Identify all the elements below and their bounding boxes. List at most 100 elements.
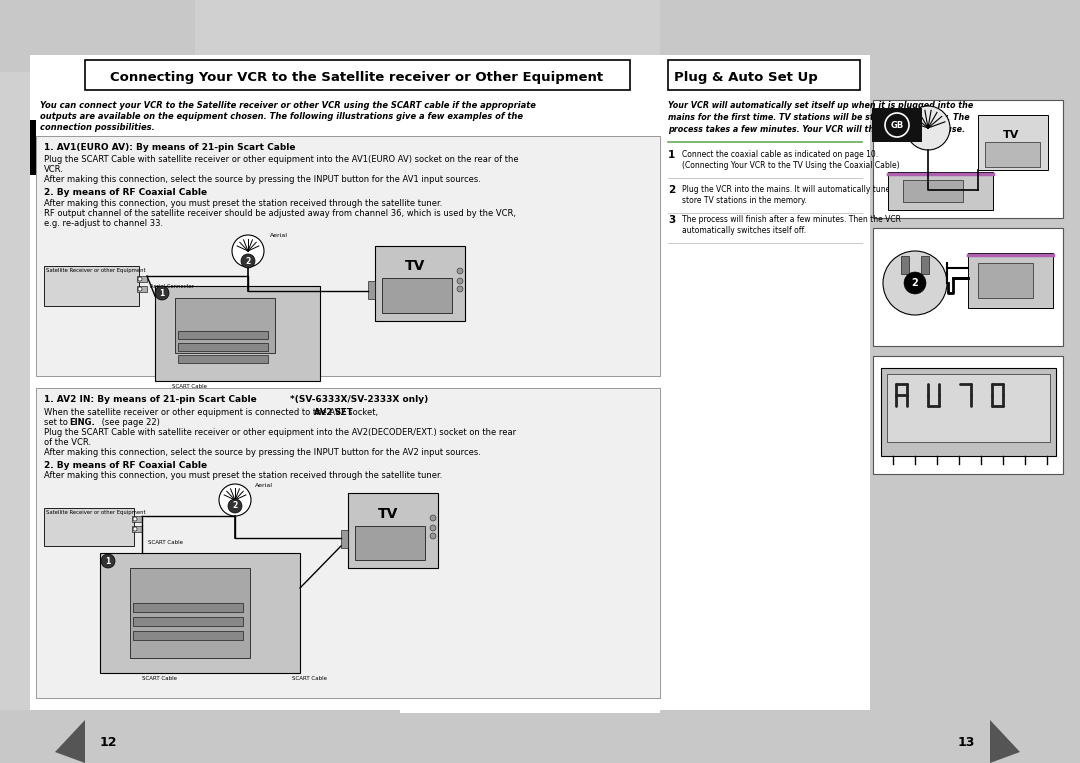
Circle shape bbox=[133, 517, 137, 521]
Bar bbox=[341, 530, 348, 548]
Text: 1. AV2 IN: By means of 21-pin Scart Cable: 1. AV2 IN: By means of 21-pin Scart Cabl… bbox=[44, 395, 260, 404]
Text: GB: GB bbox=[890, 121, 904, 130]
Circle shape bbox=[457, 268, 463, 274]
Text: mains for the first time. TV stations will be stored in  memory. The: mains for the first time. TV stations wi… bbox=[669, 113, 970, 122]
Text: Plug the SCART Cable with satellite receiver or other equipment into the AV1(EUR: Plug the SCART Cable with satellite rece… bbox=[44, 155, 518, 164]
Bar bbox=[30, 120, 36, 175]
Text: 2: 2 bbox=[912, 278, 918, 288]
Text: TV: TV bbox=[405, 259, 426, 273]
Text: Aerial: Aerial bbox=[255, 483, 273, 488]
Bar bbox=[870, 0, 1080, 763]
Text: The process will finish after a few minutes. Then the VCR: The process will finish after a few minu… bbox=[681, 215, 901, 224]
Text: SCART Cable: SCART Cable bbox=[148, 540, 183, 545]
Text: Plug & Auto Set Up: Plug & Auto Set Up bbox=[674, 70, 818, 83]
Text: EING.: EING. bbox=[69, 418, 95, 427]
Circle shape bbox=[457, 278, 463, 284]
Text: 2. By means of RF Coaxial Cable: 2. By means of RF Coaxial Cable bbox=[44, 461, 207, 470]
Text: (see page 22): (see page 22) bbox=[99, 418, 160, 427]
Text: store TV stations in the memory.: store TV stations in the memory. bbox=[681, 196, 807, 205]
Bar bbox=[178, 331, 268, 339]
Bar bbox=[901, 256, 909, 274]
Text: Satellite Receiver or other Equipment: Satellite Receiver or other Equipment bbox=[46, 510, 146, 515]
Bar bbox=[985, 142, 1040, 167]
Text: 1: 1 bbox=[669, 150, 675, 160]
Text: Aerial: Aerial bbox=[270, 233, 288, 238]
Text: 3: 3 bbox=[669, 215, 675, 225]
Text: 12: 12 bbox=[100, 736, 118, 749]
Circle shape bbox=[133, 527, 137, 531]
Text: RF output channel of the satellite receiver should be adjusted away from channel: RF output channel of the satellite recei… bbox=[44, 209, 516, 218]
Bar bbox=[44, 266, 139, 306]
Circle shape bbox=[883, 251, 947, 315]
Circle shape bbox=[138, 277, 141, 281]
Bar bbox=[978, 263, 1032, 298]
Bar bbox=[355, 526, 426, 560]
Bar bbox=[348, 493, 438, 568]
Text: VCR.: VCR. bbox=[44, 165, 64, 174]
Bar bbox=[382, 278, 453, 313]
Bar bbox=[85, 60, 630, 90]
Bar bbox=[903, 180, 963, 202]
Circle shape bbox=[430, 525, 436, 531]
Text: 1: 1 bbox=[106, 556, 110, 565]
Bar bbox=[30, 55, 662, 713]
Bar bbox=[888, 172, 993, 210]
Text: AV2 SET: AV2 SET bbox=[314, 408, 353, 417]
Bar bbox=[132, 526, 141, 532]
Text: Plug the VCR into the mains. It will automatically tune itself in and: Plug the VCR into the mains. It will aut… bbox=[681, 185, 939, 194]
Circle shape bbox=[457, 286, 463, 292]
Bar bbox=[873, 356, 1063, 474]
Bar bbox=[137, 286, 147, 292]
Text: automatically switches itself off.: automatically switches itself off. bbox=[681, 226, 806, 235]
Circle shape bbox=[430, 533, 436, 539]
Text: 2. By means of RF Coaxial Cable: 2. By means of RF Coaxial Cable bbox=[44, 188, 207, 197]
Bar bbox=[881, 368, 1056, 456]
Text: Your VCR will automatically set itself up when it is plugged into the: Your VCR will automatically set itself u… bbox=[669, 101, 973, 110]
Bar bbox=[100, 553, 300, 673]
Text: outputs are available on the equipment chosen. The following illustrations give : outputs are available on the equipment c… bbox=[40, 112, 523, 121]
Bar bbox=[660, 710, 1080, 763]
Bar bbox=[968, 253, 1053, 308]
Bar bbox=[0, 710, 400, 763]
Text: SCART Cable: SCART Cable bbox=[173, 384, 207, 389]
Text: After making this connection, you must preset the station received through the s: After making this connection, you must p… bbox=[44, 471, 443, 480]
Text: SCART Cable: SCART Cable bbox=[143, 676, 177, 681]
Bar bbox=[921, 256, 929, 274]
Text: After making this connection, select the source by pressing the INPUT button for: After making this connection, select the… bbox=[44, 175, 481, 184]
Bar bbox=[368, 281, 375, 299]
Text: Plug the SCART Cable with satellite receiver or other equipment into the AV2(DEC: Plug the SCART Cable with satellite rece… bbox=[44, 428, 516, 437]
Text: Connect the coaxial cable as indicated on page 10.: Connect the coaxial cable as indicated o… bbox=[681, 150, 878, 159]
Text: 2: 2 bbox=[245, 256, 251, 266]
Polygon shape bbox=[55, 720, 85, 763]
Bar bbox=[660, 0, 870, 72]
Text: 1. AV1(EURO AV): By means of 21-pin Scart Cable: 1. AV1(EURO AV): By means of 21-pin Scar… bbox=[44, 143, 296, 152]
Text: (Connecting Your VCR to the TV Using the Coaxial Cable): (Connecting Your VCR to the TV Using the… bbox=[681, 161, 900, 170]
Text: 2: 2 bbox=[232, 501, 238, 510]
Bar bbox=[137, 276, 147, 282]
Bar bbox=[175, 298, 275, 353]
Bar bbox=[0, 0, 195, 72]
Polygon shape bbox=[990, 720, 1020, 763]
Circle shape bbox=[228, 499, 242, 513]
Bar bbox=[36, 388, 660, 698]
Bar bbox=[133, 631, 243, 640]
Text: of the VCR.: of the VCR. bbox=[44, 438, 91, 447]
Bar bbox=[132, 516, 141, 522]
Circle shape bbox=[219, 484, 251, 516]
Text: TV: TV bbox=[378, 507, 399, 521]
Bar bbox=[130, 568, 249, 658]
Bar bbox=[133, 617, 243, 626]
Circle shape bbox=[904, 272, 926, 294]
Bar bbox=[133, 603, 243, 612]
Text: After making this connection, you must preset the station received through the s: After making this connection, you must p… bbox=[44, 199, 443, 208]
Text: e.g. re-adjust to channel 33.: e.g. re-adjust to channel 33. bbox=[44, 219, 163, 228]
Bar bbox=[887, 374, 1050, 442]
Text: SCART Cable: SCART Cable bbox=[293, 676, 327, 681]
Bar bbox=[662, 55, 870, 713]
Circle shape bbox=[102, 554, 114, 568]
Bar bbox=[36, 136, 660, 376]
Text: connection possibilities.: connection possibilities. bbox=[40, 123, 154, 132]
Text: When the satellite receiver or other equipment is connected to the AV2 socket,: When the satellite receiver or other equ… bbox=[44, 408, 381, 417]
Bar bbox=[873, 228, 1063, 346]
Text: Connecting Your VCR to the Satellite receiver or Other Equipment: Connecting Your VCR to the Satellite rec… bbox=[110, 70, 604, 83]
